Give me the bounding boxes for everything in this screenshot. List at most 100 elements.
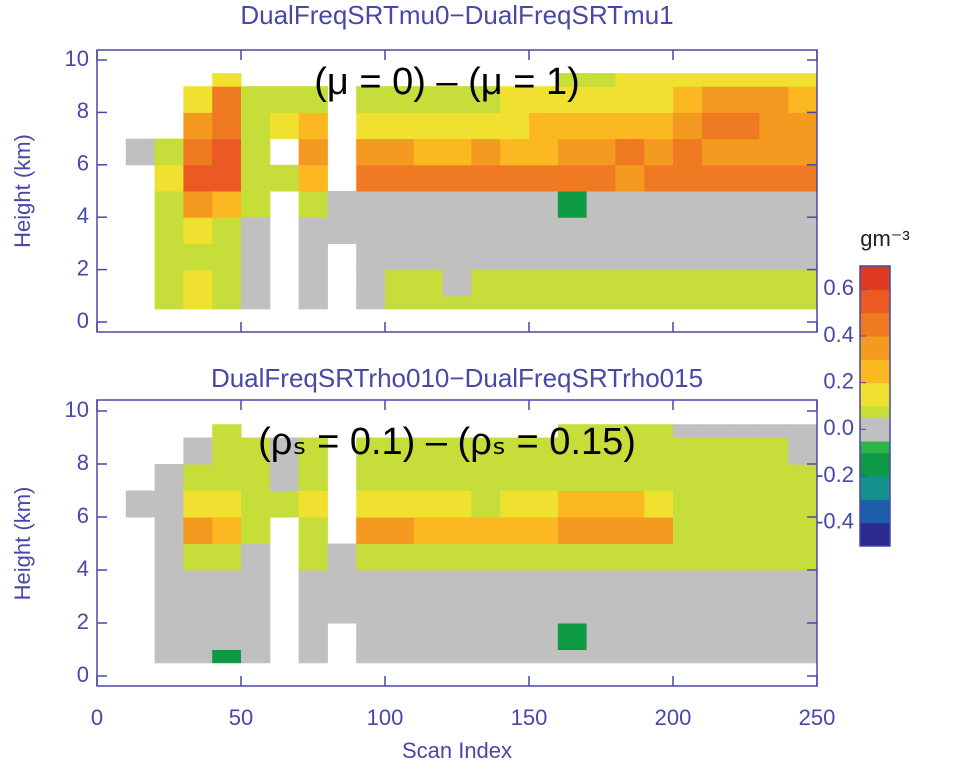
heatmap-cell [212, 424, 242, 438]
heatmap-cell [644, 112, 674, 140]
heatmap-cell [586, 424, 616, 438]
heatmap-cell [442, 490, 472, 518]
heatmap-cell [241, 295, 271, 310]
heatmap-cell [298, 191, 328, 218]
heatmap-cell [586, 464, 616, 491]
heatmap-cell [673, 596, 703, 624]
y-tick-label: 0 [77, 662, 89, 687]
heatmap-cell [212, 269, 242, 297]
heatmap-cell [471, 623, 501, 650]
colorbar-tick-label: 0.0 [823, 415, 854, 440]
heatmap-cell [557, 295, 588, 310]
heatmap-cell [586, 217, 616, 244]
heatmap-cell [644, 570, 674, 597]
heatmap-cell [413, 164, 444, 192]
heatmap-cell [644, 424, 674, 438]
x-tick-label: 100 [367, 705, 404, 730]
heatmap-cell [471, 269, 501, 297]
heatmap-cell [644, 596, 674, 624]
heatmap-cell [471, 437, 501, 465]
heatmap-cell [385, 112, 415, 140]
heatmap-cell [759, 112, 789, 140]
heatmap-cell [730, 86, 760, 113]
heatmap-cell [385, 243, 415, 271]
heatmap-cell [154, 269, 184, 297]
y-tick-label: 8 [77, 98, 89, 123]
heatmap-cell [788, 570, 818, 597]
heatmap-cell [615, 490, 645, 518]
heatmap-cell [183, 596, 213, 624]
heatmap-cell [615, 138, 645, 166]
heatmap-cell [759, 543, 789, 571]
heatmap-cell [413, 86, 444, 113]
colorbar-tick-label: 0.6 [823, 275, 854, 300]
heatmap-cell [154, 517, 184, 544]
heatmap-cell [529, 269, 559, 297]
heatmap-cell [615, 86, 645, 113]
heatmap-cell [183, 490, 213, 518]
heatmap-cell [298, 490, 328, 518]
heatmap-cell [212, 464, 242, 491]
heatmap-cell [183, 437, 213, 465]
heatmap-cell [673, 437, 703, 465]
heatmap-cell [385, 269, 415, 297]
heatmap-cell [644, 86, 674, 113]
heatmap-cell [212, 217, 242, 244]
heatmap-cell [586, 112, 616, 140]
colorbar-swatch [860, 452, 890, 477]
heatmap-cell [644, 269, 674, 297]
heatmap-cell [298, 112, 328, 140]
heatmap-cell [644, 164, 674, 192]
heatmap-cell [701, 191, 732, 218]
heatmap-cell [701, 73, 732, 87]
heatmap-cell [730, 596, 760, 624]
heatmap-cell [241, 86, 271, 113]
heatmap-cell [759, 649, 789, 664]
heatmap-cell [212, 164, 242, 192]
heatmap-cell [759, 490, 789, 518]
heatmap-cell [529, 649, 559, 664]
heatmap-cell [413, 649, 444, 664]
heatmap-cell [730, 424, 760, 438]
heatmap-cell [701, 217, 732, 244]
heatmap-cell [644, 490, 674, 518]
heatmap-cell [759, 73, 789, 87]
heatmap-cell [500, 517, 530, 544]
heatmap-cell [557, 269, 588, 297]
y-axis-label: Height (km) [10, 134, 35, 248]
heatmap-cell [788, 164, 818, 192]
heatmap-cell [385, 543, 415, 571]
heatmap-cell [557, 138, 588, 166]
heatmap-cell [759, 570, 789, 597]
heatmap-cell [442, 269, 472, 297]
colorbar-tick-label: -0.4 [816, 508, 854, 533]
heatmap-cell [673, 269, 703, 297]
heatmap-cell [385, 649, 415, 664]
heatmap-cell [644, 138, 674, 166]
heatmap-cell [183, 649, 213, 664]
heatmap-cell [241, 437, 271, 465]
heatmap-cell [154, 464, 184, 491]
heatmap-cell [730, 437, 760, 465]
heatmap-cell [241, 570, 271, 597]
heatmap-cell [529, 86, 559, 113]
heatmap-cell [385, 138, 415, 166]
heatmap-cell [557, 490, 588, 518]
heatmap-cell [471, 138, 501, 166]
heatmap-cell [500, 112, 530, 140]
heatmap-cell [730, 138, 760, 166]
heatmap-cell [529, 437, 559, 465]
heatmap-cell [673, 217, 703, 244]
heatmap-cell [241, 490, 271, 518]
heatmap-cell [615, 543, 645, 571]
heatmap-cell [212, 649, 242, 664]
heatmap-cell [298, 517, 328, 544]
heatmap-cell [356, 243, 386, 271]
heatmap-cell [241, 112, 271, 140]
heatmap-cell [442, 86, 472, 113]
heatmap-cell [586, 269, 616, 297]
heatmap-cell [413, 464, 444, 491]
heatmap-cell [154, 490, 184, 518]
heatmap-cell [701, 623, 732, 650]
heatmap-cell [730, 464, 760, 491]
